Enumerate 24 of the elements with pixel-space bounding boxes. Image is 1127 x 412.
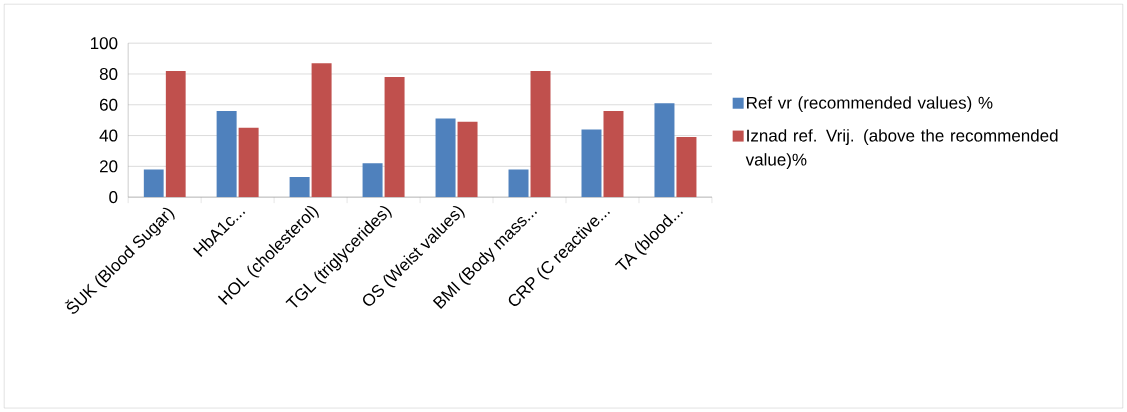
bar [362,163,383,197]
y-tick-label: 100 [90,37,118,50]
bar [216,110,237,197]
bar [508,169,529,197]
legend-label: Ref vr (recommended values) % [747,96,993,112]
y-tick-label: 20 [99,160,118,173]
bar [384,76,405,197]
y-tick-label: 80 [99,67,118,80]
bar [289,176,310,197]
y-tick-label: 0 [109,190,118,204]
y-tick-label: 60 [99,98,118,111]
bar [238,127,259,197]
bar [530,70,551,197]
bar [457,121,478,197]
bar [165,70,186,197]
bar [654,103,675,197]
y-tick-label: 40 [99,129,118,142]
bar [676,136,697,197]
bar [581,129,602,197]
bar [435,118,456,197]
bar [143,169,164,197]
bar [311,63,332,197]
bar [603,110,624,197]
legend-label: Iznad ref. Vrij. (above the recommended value)% [745,129,1058,169]
